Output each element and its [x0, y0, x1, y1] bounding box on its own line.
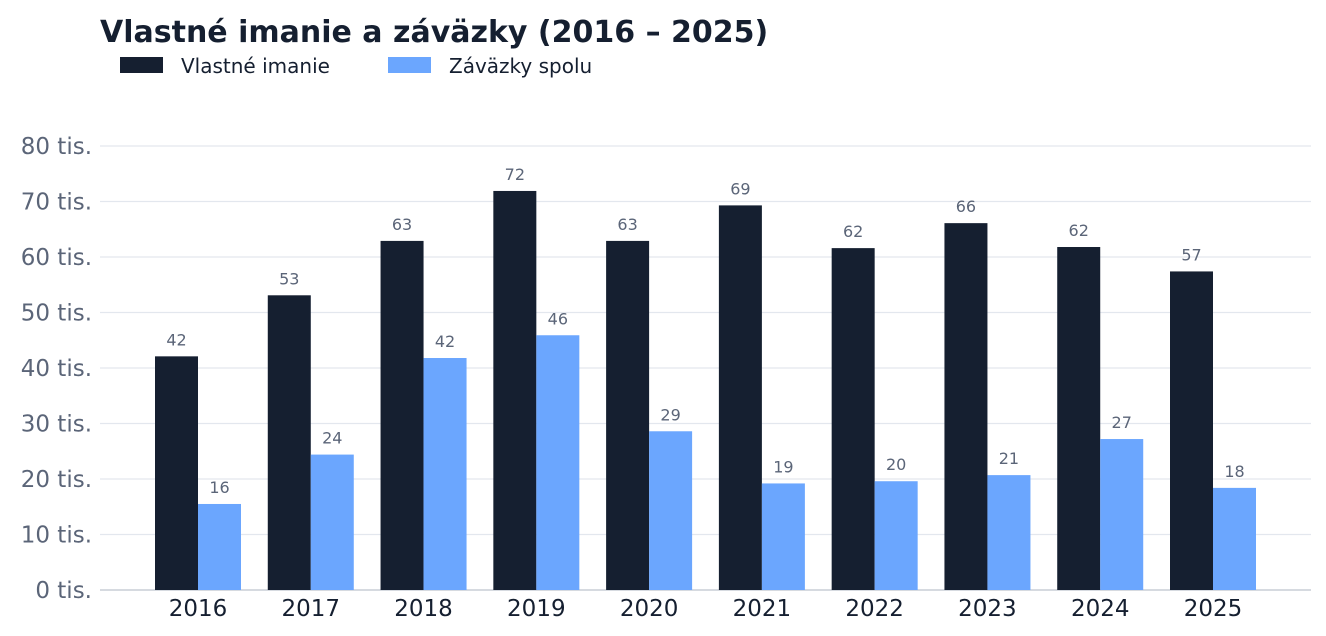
y-tick-label: 30 tis.	[21, 412, 92, 438]
x-tick-label: 2024	[1071, 596, 1130, 622]
bar-vlastne-imanie-2018	[380, 240, 424, 590]
data-label: 18	[1224, 462, 1244, 481]
data-label: 46	[548, 309, 568, 328]
data-label: 27	[1112, 413, 1132, 432]
data-label: 20	[886, 455, 906, 474]
data-label: 29	[660, 405, 680, 424]
chart-title: Vlastné imanie a záväzky (2016 – 2025)	[100, 15, 768, 50]
bar-vlastne-imanie-2022	[831, 248, 875, 590]
x-tick-label: 2023	[958, 596, 1017, 622]
y-tick-label: 20 tis.	[21, 467, 92, 493]
y-tick-label: 60 tis.	[21, 245, 92, 271]
bar-zavazky-spolu-2024	[1100, 439, 1144, 590]
data-label: 21	[999, 449, 1019, 468]
bar-vlastne-imanie-2020	[606, 240, 650, 590]
y-tick-label: 0 tis.	[35, 578, 92, 604]
bar-zavazky-spolu-2019	[536, 335, 580, 590]
x-tick-label: 2018	[394, 596, 453, 622]
x-tick-label: 2025	[1184, 596, 1243, 622]
bar-zavazky-spolu-2020	[649, 431, 693, 590]
data-label: 63	[617, 215, 637, 234]
data-label: 57	[1181, 245, 1201, 264]
data-label: 19	[773, 457, 793, 476]
data-label: 62	[843, 222, 863, 241]
data-label: 63	[392, 215, 412, 234]
y-tick-label: 10 tis.	[21, 523, 92, 549]
y-tick-label: 80 tis.	[21, 134, 92, 160]
y-tick-label: 40 tis.	[21, 356, 92, 382]
bar-vlastne-imanie-2025	[1170, 271, 1213, 590]
y-tick-label: 50 tis.	[21, 301, 92, 327]
x-tick-label: 2016	[169, 596, 228, 622]
data-label: 72	[505, 165, 525, 184]
x-tick-label: 2019	[507, 596, 566, 622]
bar-zavazky-spolu-2018	[423, 358, 467, 590]
bar-vlastne-imanie-2019	[493, 190, 537, 590]
legend-swatch-zavazky-spolu	[388, 57, 431, 73]
x-tick-label: 2020	[620, 596, 679, 622]
data-label: 53	[279, 269, 299, 288]
legend-label-vlastne-imanie: Vlastné imanie	[181, 54, 330, 78]
legend-swatch-vlastne-imanie	[120, 57, 163, 73]
data-label: 42	[166, 330, 186, 349]
bar-zavazky-spolu-2021	[761, 483, 805, 590]
data-label: 16	[209, 478, 229, 497]
data-label: 69	[730, 179, 750, 198]
legend-label-zavazky-spolu: Záväzky spolu	[449, 54, 592, 78]
x-tick-label: 2017	[282, 596, 341, 622]
y-tick-label: 70 tis.	[21, 190, 92, 216]
bar-vlastne-imanie-2016	[155, 356, 198, 590]
x-tick-label: 2022	[845, 596, 904, 622]
bar-zavazky-spolu-2025	[1213, 487, 1256, 590]
bar-zavazky-spolu-2016	[198, 503, 241, 590]
bars	[155, 190, 1256, 590]
y-axis: 0 tis. 10 tis. 20 tis. 30 tis. 40 tis. 50 tis…	[21, 134, 92, 604]
legend: Vlastné imanie Záväzky spolu	[120, 54, 592, 78]
bar-vlastne-imanie-2023	[944, 223, 988, 590]
x-axis: 2016 2017 2018 2019 2020 2021 2022 2023 2024 2025	[169, 596, 1243, 622]
data-labels: 42 16 53 24 63 42 72 46 63 29 69 19 62 20 66 21 62 27 57 18	[166, 165, 1244, 497]
data-label: 24	[322, 429, 342, 448]
bar-vlastne-imanie-2021	[718, 205, 762, 590]
x-tick-label: 2021	[733, 596, 792, 622]
bar-vlastne-imanie-2024	[1057, 247, 1101, 590]
data-label: 62	[1069, 221, 1089, 240]
data-label: 66	[956, 197, 976, 216]
bar-vlastne-imanie-2017	[267, 295, 311, 590]
bar-zavazky-spolu-2023	[987, 475, 1031, 590]
bar-zavazky-spolu-2022	[874, 481, 918, 590]
data-label: 42	[435, 332, 455, 351]
bar-zavazky-spolu-2017	[310, 454, 354, 590]
